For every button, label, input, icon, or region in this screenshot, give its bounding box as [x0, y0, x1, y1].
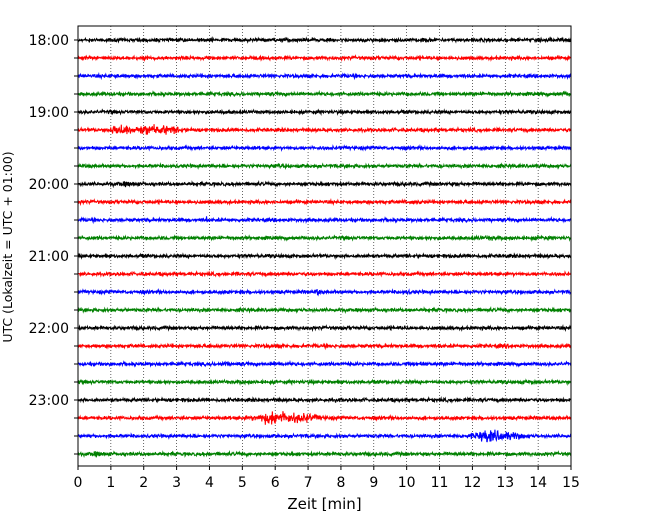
trace-1845 [77, 89, 572, 98]
x-tick-label: 4 [205, 475, 214, 491]
x-tick-label: 13 [496, 475, 514, 491]
trace-2000 [77, 180, 572, 189]
trace-2300 [77, 396, 572, 404]
x-tick-label: 1 [106, 475, 115, 491]
trace-2045 [77, 234, 572, 242]
trace-2200 [77, 323, 572, 333]
trace-2330 [77, 429, 572, 443]
trace-2115 [77, 270, 572, 278]
y-tick-label: 18:00 [29, 33, 69, 49]
trace-2015 [77, 197, 572, 207]
trace-2100 [77, 252, 572, 261]
x-tick-label: 11 [431, 475, 449, 491]
x-axis-label: Zeit [min] [287, 495, 361, 513]
x-axis-ticks: 0 1 2 3 4 5 6 7 8 9 10 11 12 13 14 15 [74, 466, 580, 491]
trace-1900 [77, 108, 572, 116]
y-axis-label: UTC (Lokalzeit = UTC + 01:00) [0, 151, 15, 342]
trace-1800 [77, 36, 572, 44]
x-tick-label: 15 [562, 475, 580, 491]
trace-1815 [77, 54, 572, 63]
x-tick-label: 2 [139, 475, 148, 491]
trace-2215 [77, 342, 572, 351]
trace-2315 [77, 411, 572, 425]
trace-2130 [77, 288, 572, 297]
y-tick-label: 21:00 [29, 249, 69, 265]
trace-2145 [77, 306, 572, 315]
trace-2345 [77, 450, 572, 459]
x-tick-label: 12 [463, 475, 481, 491]
trace-1915 [77, 124, 572, 135]
trace-2030 [77, 215, 572, 225]
x-tick-label: 0 [74, 475, 83, 491]
y-tick-label: 23:00 [29, 393, 69, 409]
x-tick-label: 5 [238, 475, 247, 491]
y-tick-label: 19:00 [29, 105, 69, 121]
trace-1945 [77, 162, 572, 170]
seismogram-traces [77, 36, 572, 459]
x-tick-label: 10 [398, 475, 416, 491]
x-tick-label: 14 [529, 475, 547, 491]
x-tick-label: 8 [336, 475, 345, 491]
x-tick-label: 9 [369, 475, 378, 491]
plot-frame [77, 25, 572, 467]
grid-lines [110, 26, 539, 466]
trace-1930 [77, 144, 572, 152]
y-tick-label: 22:00 [29, 321, 69, 337]
x-tick-label: 7 [304, 475, 313, 491]
x-tick-label: 6 [271, 475, 280, 491]
y-axis-ticks: 18:00 19:00 20:00 21:00 22:00 23:00 [29, 33, 78, 455]
trace-2230 [77, 359, 572, 368]
trace-1830 [77, 72, 572, 81]
y-tick-label: 20:00 [29, 177, 69, 193]
x-tick-label: 3 [172, 475, 181, 491]
trace-2245 [77, 378, 572, 387]
